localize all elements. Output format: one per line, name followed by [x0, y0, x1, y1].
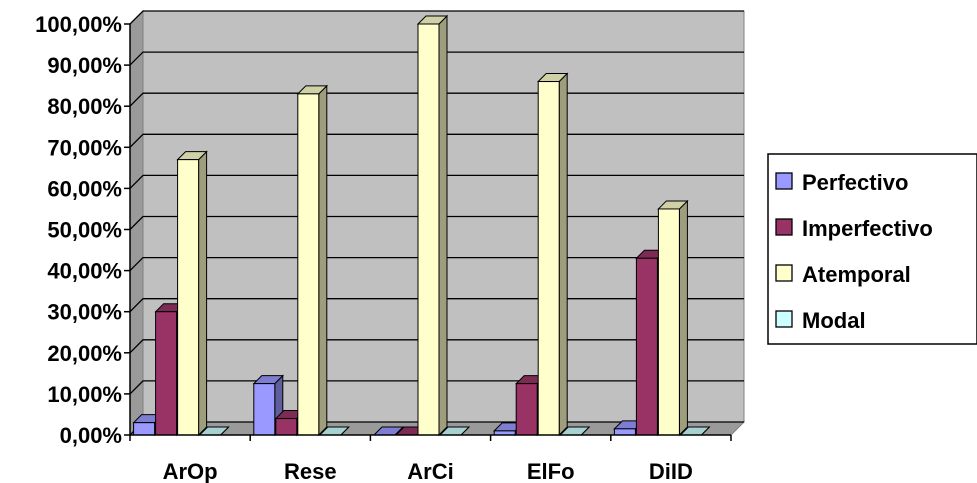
- y-tick-label: 60,00%: [47, 176, 122, 201]
- bar-front: [253, 383, 276, 436]
- legend-box: [767, 153, 977, 345]
- bar-side: [678, 199, 688, 437]
- bar-atemporal-arci: [416, 14, 449, 437]
- gridline: [129, 10, 744, 25]
- bar-front: [537, 81, 560, 436]
- bar-side: [558, 72, 568, 437]
- bar-front: [177, 159, 200, 436]
- y-tick-label: 80,00%: [47, 94, 122, 119]
- bar-side: [198, 150, 208, 437]
- legend-label: Imperfectivo: [802, 216, 933, 241]
- bar-front: [515, 383, 538, 436]
- axes: 0,00% 10,00% 20,00% 30,00% 40,00% 50,00% 60,00…: [35, 12, 732, 483]
- bar-front: [635, 257, 658, 436]
- y-tick-label: 50,00%: [47, 218, 122, 243]
- legend-label: Atemporal: [802, 262, 911, 287]
- bar-modal-rese: [318, 426, 351, 436]
- y-tick-label: 70,00%: [47, 135, 122, 160]
- y-tick-label: 10,00%: [47, 382, 122, 407]
- y-tick-label: 30,00%: [47, 300, 122, 325]
- bar-side: [438, 14, 448, 437]
- legend-swatch: [775, 218, 793, 236]
- bar-atemporal-arop: [176, 150, 208, 437]
- legend-swatch: [775, 310, 793, 328]
- bar-side: [318, 84, 328, 437]
- legend-swatch: [775, 264, 793, 282]
- legend-label: Perfectivo: [802, 170, 908, 195]
- x-category-label: ArOp: [163, 459, 218, 483]
- y-tick-label: 0,00%: [60, 423, 122, 448]
- legend-swatch: [775, 172, 793, 190]
- bar-front: [417, 23, 440, 436]
- bar-front: [275, 418, 298, 436]
- bar-front: [297, 93, 320, 436]
- legend-label: Modal: [802, 308, 866, 333]
- bar-front: [133, 422, 156, 436]
- legend: Perfectivo Imperfectivo Atemporal Modal: [767, 153, 977, 345]
- bar-front: [155, 311, 178, 436]
- y-tick-label: 40,00%: [47, 259, 122, 284]
- bar-front: [657, 208, 680, 436]
- y-tick-label: 90,00%: [47, 53, 122, 78]
- bars: [132, 14, 711, 437]
- bar-atemporal-diid: [657, 199, 689, 437]
- x-category-label: ArCi: [407, 459, 453, 483]
- gridline: [129, 51, 744, 66]
- bar-atemporal-rese: [296, 84, 329, 437]
- x-category-label: ElFo: [527, 459, 575, 483]
- x-category-label: Rese: [284, 459, 337, 483]
- x-category-label: DiID: [649, 459, 693, 483]
- bar-atemporal-elfo: [536, 72, 569, 437]
- y-tick-label: 20,00%: [47, 341, 122, 366]
- y-tick-label: 100,00%: [35, 12, 122, 37]
- bar-front: [613, 428, 636, 436]
